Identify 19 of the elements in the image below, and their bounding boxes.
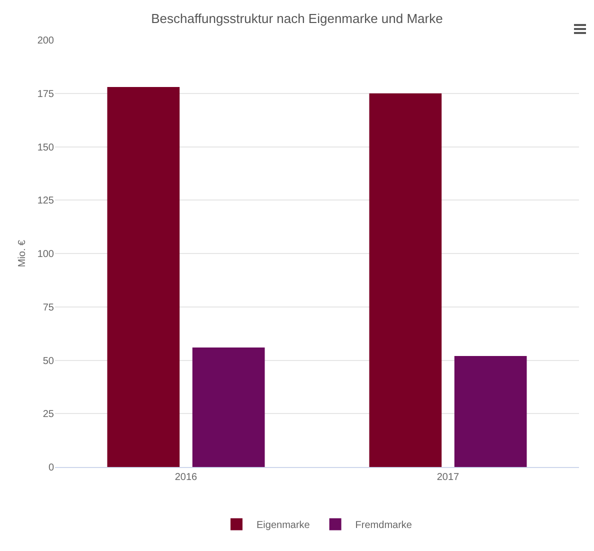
legend-label: Fremdmarke [355,520,412,532]
y-tick-label: 150 [37,142,54,154]
x-tick-label: 2016 [174,472,198,483]
y-tick-label: 0 [48,462,54,474]
y-tick-label: 75 [42,302,54,314]
y-tick-label: 200 [37,36,54,46]
bar [369,93,442,467]
legend-label: Eigenmarke [256,520,310,532]
y-tick-label: 50 [42,356,54,367]
bar [192,347,265,467]
y-tick-label: 125 [37,196,54,207]
x-tick-label: 2017 [436,472,460,483]
y-tick-label: 25 [42,409,54,420]
y-tick-label: 175 [37,88,54,100]
y-tick-label: 100 [37,249,54,260]
bar [107,86,180,467]
chart-title: Beschaffungsstruktur nach Eigenmarke und Marke [151,10,443,26]
y-axis-title: Mio. € [17,239,28,268]
bar [454,356,527,467]
